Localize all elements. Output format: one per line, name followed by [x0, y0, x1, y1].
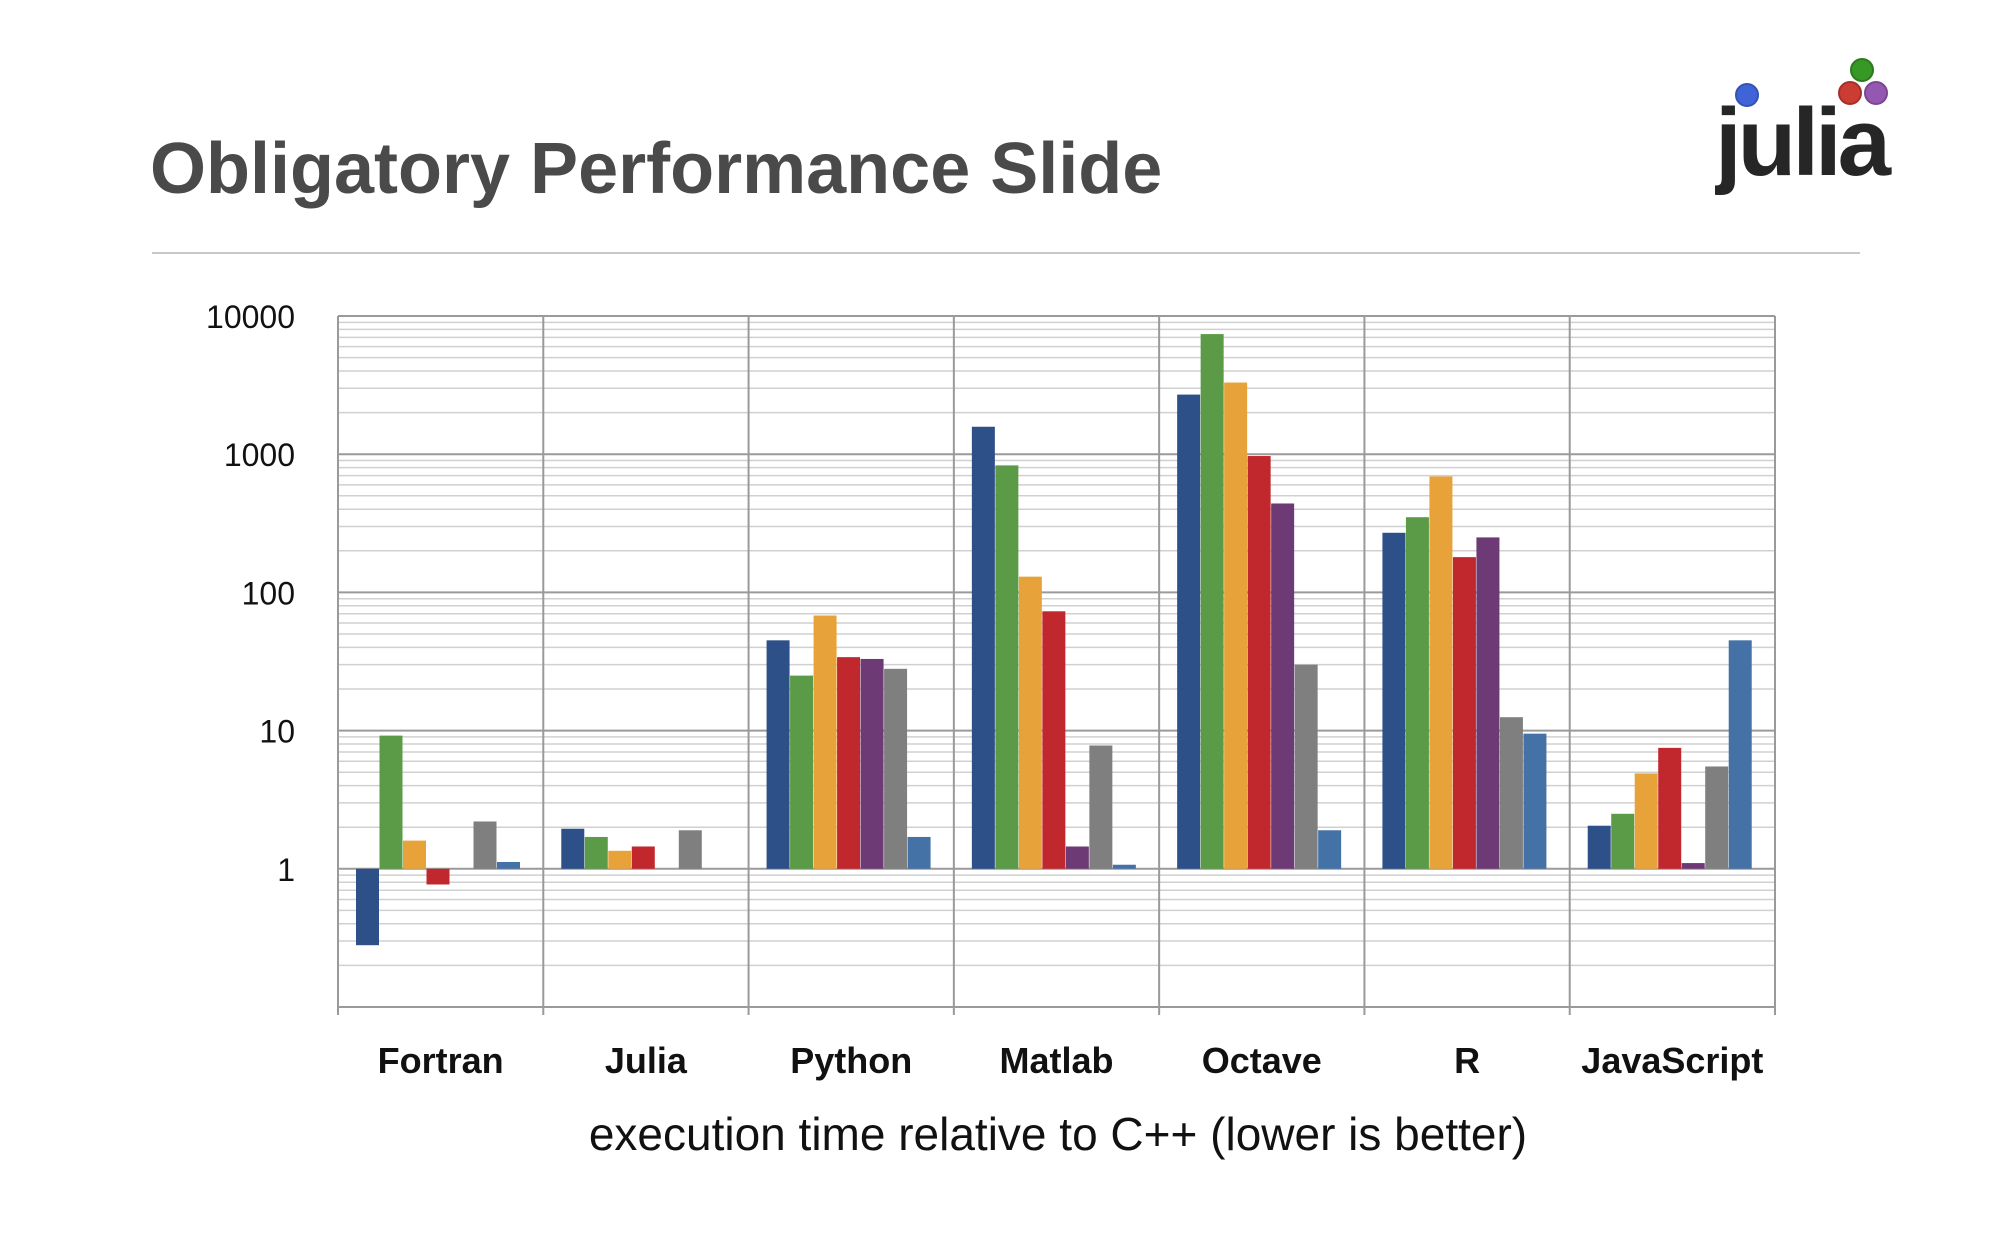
bar-r-s4 — [1452, 557, 1476, 869]
bar-javascript-s3 — [1634, 773, 1658, 869]
bar-julia-s2 — [584, 836, 608, 869]
bar-octave-s6 — [1294, 664, 1318, 869]
slide-title: Obligatory Performance Slide — [150, 129, 1163, 209]
category-labels: Fortran Julia Python Matlab Octave R JavaScrip… — [378, 1040, 1764, 1081]
bar-matlab-s5 — [1065, 846, 1089, 869]
bar-python-s1 — [766, 640, 790, 869]
bar-r-s6 — [1499, 717, 1523, 869]
bar-fortran-s2 — [379, 735, 403, 869]
bar-octave-s2 — [1200, 334, 1224, 869]
bar-fortran-s1 — [356, 868, 379, 946]
category-label: Fortran — [378, 1040, 504, 1081]
bar-julia-s3 — [608, 850, 632, 869]
julia-logo: julia — [1715, 58, 1896, 196]
bar-python-s5 — [860, 658, 884, 869]
bar-fortran-s6 — [473, 821, 497, 869]
category-label: Octave — [1202, 1040, 1322, 1081]
bar-matlab-s3 — [1018, 576, 1042, 869]
logo-dot-red — [1838, 81, 1862, 105]
bars — [356, 334, 1752, 946]
bar-python-s4 — [837, 657, 861, 869]
bar-fortran-s4 — [426, 868, 450, 885]
bar-octave-s3 — [1224, 382, 1248, 869]
bar-matlab-s4 — [1042, 611, 1066, 869]
bar-matlab-s1 — [971, 426, 995, 869]
title-divider — [152, 252, 1860, 254]
bar-matlab-s7 — [1112, 864, 1136, 869]
bar-fortran-s3 — [403, 840, 426, 869]
bar-r-s1 — [1382, 532, 1406, 869]
bar-r-s2 — [1405, 517, 1429, 869]
bar-octave-s4 — [1247, 456, 1271, 869]
y-tick-label: 100 — [242, 575, 295, 611]
category-label: Julia — [605, 1040, 688, 1081]
bar-julia-s1 — [561, 828, 585, 869]
logo-dot-blue — [1735, 83, 1759, 107]
bar-javascript-s1 — [1587, 825, 1611, 869]
bar-javascript-s6 — [1705, 766, 1729, 869]
bar-r-s7 — [1523, 733, 1547, 869]
x-axis-label: execution time relative to C++ (lower is… — [589, 1108, 1527, 1160]
category-label: R — [1454, 1040, 1480, 1081]
bar-python-s3 — [813, 615, 837, 869]
bar-julia-s6 — [678, 830, 702, 869]
y-tick-label: 1000 — [224, 437, 295, 473]
bar-julia-s4 — [631, 846, 655, 869]
bar-javascript-s7 — [1728, 640, 1752, 869]
bar-octave-s1 — [1177, 394, 1201, 869]
category-label: Python — [790, 1040, 912, 1081]
bar-javascript-s5 — [1681, 863, 1705, 869]
bar-r-s3 — [1429, 476, 1453, 869]
bar-python-s6 — [884, 668, 908, 869]
category-label: JavaScript — [1581, 1040, 1763, 1081]
bar-octave-s5 — [1271, 503, 1295, 869]
bar-octave-s7 — [1318, 830, 1342, 869]
logo-dot-green — [1850, 58, 1874, 82]
y-tick-label: 10 — [259, 714, 295, 750]
bar-javascript-s2 — [1611, 813, 1635, 869]
y-tick-label: 10000 — [206, 299, 295, 335]
logo-dot-purple — [1864, 81, 1888, 105]
axes — [337, 316, 1776, 1015]
y-tick-label: 1 — [277, 852, 295, 888]
bar-javascript-s4 — [1658, 747, 1682, 869]
y-tick-labels: 10000 1000 100 10 1 — [206, 299, 295, 888]
logo-wordmark: julia — [1715, 89, 1892, 196]
bar-matlab-s2 — [995, 465, 1019, 869]
bar-python-s7 — [907, 836, 931, 869]
category-label: Matlab — [999, 1040, 1113, 1081]
bar-r-s5 — [1476, 537, 1500, 869]
bar-python-s2 — [790, 675, 814, 869]
bar-matlab-s6 — [1089, 745, 1113, 869]
bar-fortran-s7 — [497, 861, 520, 869]
